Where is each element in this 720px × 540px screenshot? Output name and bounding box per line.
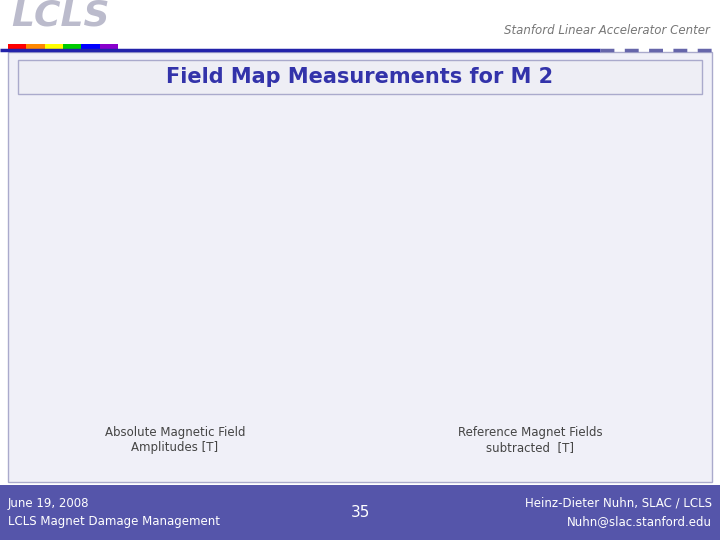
Text: 35: 35 [351,505,369,520]
Text: Nuhn@slac.stanford.edu: Nuhn@slac.stanford.edu [567,515,712,528]
Bar [8,52,712,482]
Text: LCLS: LCLS [11,0,109,33]
Bar [8,44,27,49]
Bar [63,44,81,49]
Text: Stanford Linear Accelerator Center: Stanford Linear Accelerator Center [504,24,710,37]
Text: LCLS Magnet Damage Management: LCLS Magnet Damage Management [8,515,220,528]
Text: Heinz-Dieter Nuhn, SLAC / LCLS: Heinz-Dieter Nuhn, SLAC / LCLS [525,497,712,510]
Bar [0,485,720,540]
Text: Reference Magnet Fields
subtracted  [T]: Reference Magnet Fields subtracted [T] [458,426,603,454]
Bar [81,44,99,49]
Bar [18,60,702,94]
Text: June 19, 2008: June 19, 2008 [8,497,89,510]
Bar [0,0,720,50]
Bar [27,44,45,49]
Bar [99,44,118,49]
Text: Field Map Measurements for M 2: Field Map Measurements for M 2 [166,67,554,87]
Bar [45,44,63,49]
Text: Absolute Magnetic Field
Amplitudes [T]: Absolute Magnetic Field Amplitudes [T] [104,426,246,454]
